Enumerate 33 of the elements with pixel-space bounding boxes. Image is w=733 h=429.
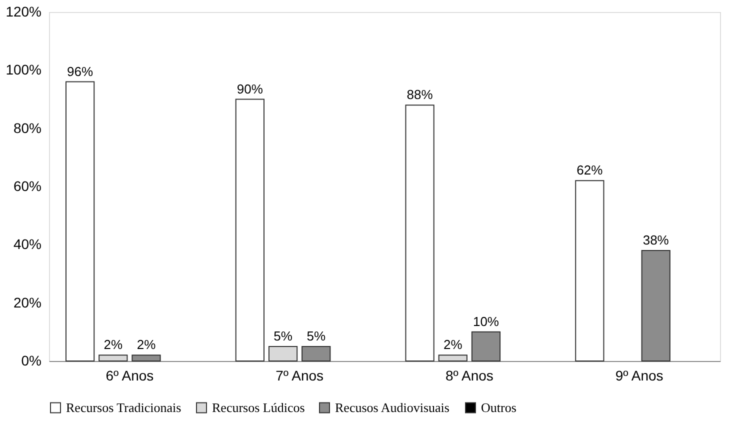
data-label: 5% bbox=[306, 328, 326, 344]
bar bbox=[65, 81, 95, 362]
bar bbox=[405, 104, 434, 362]
data-label: 96% bbox=[67, 64, 94, 79]
bar bbox=[235, 98, 264, 362]
data-label: 2% bbox=[104, 337, 123, 352]
x-tick-label: 9º Anos bbox=[615, 368, 664, 384]
data-label: 62% bbox=[576, 162, 604, 178]
data-label: 5% bbox=[274, 328, 293, 344]
y-tick-label: 120% bbox=[6, 4, 42, 20]
data-label: 2% bbox=[136, 337, 156, 352]
legend-label: Recursos Lúdicos bbox=[212, 400, 305, 415]
legend-label: Recursos Tradicionais bbox=[66, 400, 182, 415]
y-tick-label: 40% bbox=[13, 236, 42, 252]
y-tick-label: 0% bbox=[21, 352, 42, 368]
y-tick-label: 60% bbox=[13, 178, 42, 194]
data-label: 90% bbox=[236, 81, 264, 96]
legend-label: Recusos Audiovisuais bbox=[335, 400, 450, 415]
bar bbox=[268, 346, 298, 362]
y-tick-label: 100% bbox=[6, 62, 42, 78]
x-tick-label: 6º Anos bbox=[106, 368, 154, 384]
bar bbox=[575, 180, 604, 362]
x-tick-label: 8º Anos bbox=[445, 368, 494, 384]
data-label: 38% bbox=[642, 232, 670, 248]
y-tick-label: 80% bbox=[13, 120, 42, 136]
legend-label: Outros bbox=[481, 400, 516, 415]
bar bbox=[438, 354, 468, 362]
data-label: 88% bbox=[406, 87, 434, 102]
data-label: 2% bbox=[443, 337, 463, 352]
data-label: 10% bbox=[472, 314, 500, 329]
y-tick-label: 20% bbox=[13, 294, 42, 310]
x-tick-label: 7º Anos bbox=[276, 368, 324, 384]
bar bbox=[98, 354, 128, 362]
